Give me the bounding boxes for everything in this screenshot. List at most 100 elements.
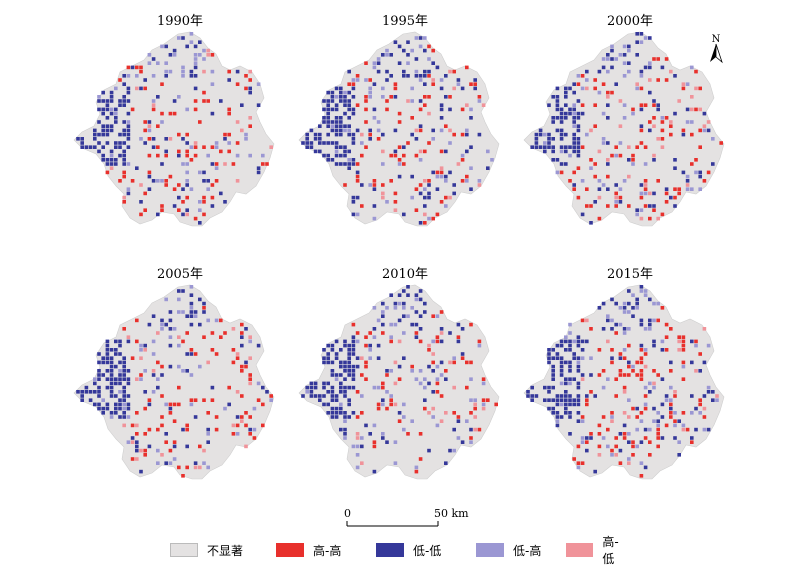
cluster-cell	[351, 82, 356, 86]
cluster-cell	[351, 364, 356, 369]
cluster-cell	[330, 128, 335, 133]
cluster-cell	[439, 103, 444, 107]
cluster-cell	[389, 369, 393, 373]
cluster-cell	[372, 116, 377, 120]
cluster-cell	[244, 423, 248, 428]
cluster-cell	[559, 111, 564, 116]
cluster-cell	[248, 90, 252, 95]
cluster-cell	[660, 339, 665, 344]
cluster-cell	[318, 137, 322, 141]
north-arrow-icon: N	[706, 32, 726, 64]
cluster-cell	[334, 120, 339, 124]
cluster-cell	[601, 385, 606, 390]
cluster-cell	[648, 90, 652, 95]
cluster-cell	[202, 57, 206, 61]
cluster-cell	[301, 394, 305, 398]
cluster-cell	[622, 411, 627, 415]
cluster-cell	[639, 74, 644, 78]
cluster-cell	[122, 411, 126, 415]
cluster-cell	[118, 360, 122, 365]
cluster-cell	[564, 90, 568, 95]
cluster-cell	[576, 166, 581, 170]
cluster-cell	[248, 78, 252, 82]
cluster-cell	[248, 116, 252, 120]
cluster-cell	[118, 78, 122, 82]
cluster-cell	[589, 166, 593, 170]
cluster-cell	[543, 132, 547, 137]
legend-label: 高-低	[602, 535, 619, 566]
cluster-cell	[385, 200, 389, 204]
cluster-cell	[355, 436, 360, 440]
cluster-cell	[572, 82, 576, 86]
cluster-cell	[580, 74, 585, 78]
cluster-cell	[360, 436, 364, 440]
cluster-cell	[690, 411, 694, 415]
cluster-cell	[126, 369, 131, 373]
cluster-cell	[643, 436, 648, 440]
cluster-cell	[326, 343, 330, 348]
cluster-cell	[551, 364, 555, 369]
cluster-cell	[435, 212, 440, 217]
cluster-cell	[109, 128, 114, 133]
cluster-cell	[397, 293, 402, 297]
cluster-cell	[93, 145, 97, 149]
cluster-cell	[639, 216, 644, 221]
cluster-cell	[80, 394, 84, 398]
cluster-cell	[414, 465, 419, 470]
cluster-cell	[618, 153, 623, 158]
cluster-cell	[156, 427, 160, 432]
cluster-cell	[448, 95, 452, 99]
cluster-cell	[431, 360, 435, 365]
cluster-cell	[168, 137, 173, 141]
cluster-cell	[606, 53, 610, 57]
cluster-cell	[673, 74, 677, 78]
cluster-cell	[334, 116, 339, 120]
cluster-cell	[614, 322, 618, 327]
cluster-cell	[114, 162, 118, 166]
cluster-cell	[576, 419, 581, 423]
cluster-cell	[439, 170, 444, 175]
cluster-cell	[427, 74, 431, 78]
cluster-cell	[402, 402, 406, 407]
cluster-cell	[652, 419, 656, 423]
cluster-cell	[427, 381, 431, 386]
cluster-cell	[334, 128, 339, 133]
cluster-cell	[618, 432, 623, 436]
cluster-cell	[126, 162, 131, 166]
cluster-cell	[381, 314, 385, 318]
cluster-cell	[339, 411, 343, 415]
cluster-cell	[551, 406, 555, 411]
cluster-cell	[135, 448, 139, 453]
cluster-cell	[376, 406, 381, 411]
cluster-cell	[585, 398, 589, 402]
cluster-cell	[402, 356, 406, 360]
cluster-cell	[643, 103, 648, 107]
cluster-cell	[343, 419, 347, 423]
cluster-cell	[660, 212, 665, 217]
cluster-cell	[198, 465, 202, 470]
cluster-cell	[414, 128, 419, 133]
cluster-cell	[318, 124, 322, 128]
cluster-cell	[114, 339, 118, 344]
cluster-cell	[168, 310, 173, 314]
cluster-cell	[168, 174, 173, 179]
cluster-cell	[534, 132, 539, 137]
cluster-cell	[97, 120, 101, 124]
cluster-cell	[576, 124, 581, 128]
cluster-cell	[414, 208, 419, 212]
cluster-cell	[351, 411, 356, 415]
cluster-cell	[252, 436, 257, 440]
cluster-cell	[347, 385, 351, 390]
cluster-cell	[109, 107, 114, 112]
cluster-cell	[431, 339, 435, 344]
cluster-cell	[101, 153, 105, 158]
cluster-cell	[423, 149, 427, 154]
cluster-cell	[555, 415, 560, 419]
cluster-cell	[381, 331, 385, 335]
cluster-cell	[698, 398, 702, 402]
cluster-cell	[389, 179, 393, 183]
cluster-cell	[193, 57, 198, 61]
cluster-cell	[347, 69, 351, 74]
cluster-cell	[452, 427, 456, 432]
cluster-cell	[444, 174, 448, 179]
